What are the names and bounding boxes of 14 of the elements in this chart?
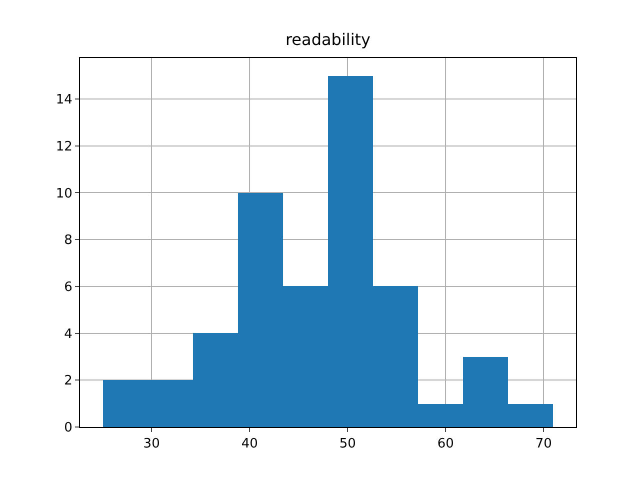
x-tick-label: 40 bbox=[241, 436, 258, 452]
y-tick-label: 10 bbox=[56, 186, 72, 202]
y-tick-label: 2 bbox=[64, 374, 72, 389]
x-tick-label: 60 bbox=[437, 436, 454, 452]
y-tick-label: 14 bbox=[56, 92, 72, 108]
chart-title: readability bbox=[285, 30, 371, 49]
x-tick-label: 50 bbox=[339, 436, 356, 452]
y-tick-label: 8 bbox=[64, 233, 72, 248]
x-tick-label: 70 bbox=[535, 436, 552, 452]
y-tick-label: 4 bbox=[64, 326, 72, 342]
y-tick-label: 6 bbox=[64, 280, 72, 295]
y-tick-label: 12 bbox=[56, 139, 72, 154]
y-tick-label: 0 bbox=[64, 420, 72, 436]
x-tick-label: 30 bbox=[143, 436, 160, 452]
